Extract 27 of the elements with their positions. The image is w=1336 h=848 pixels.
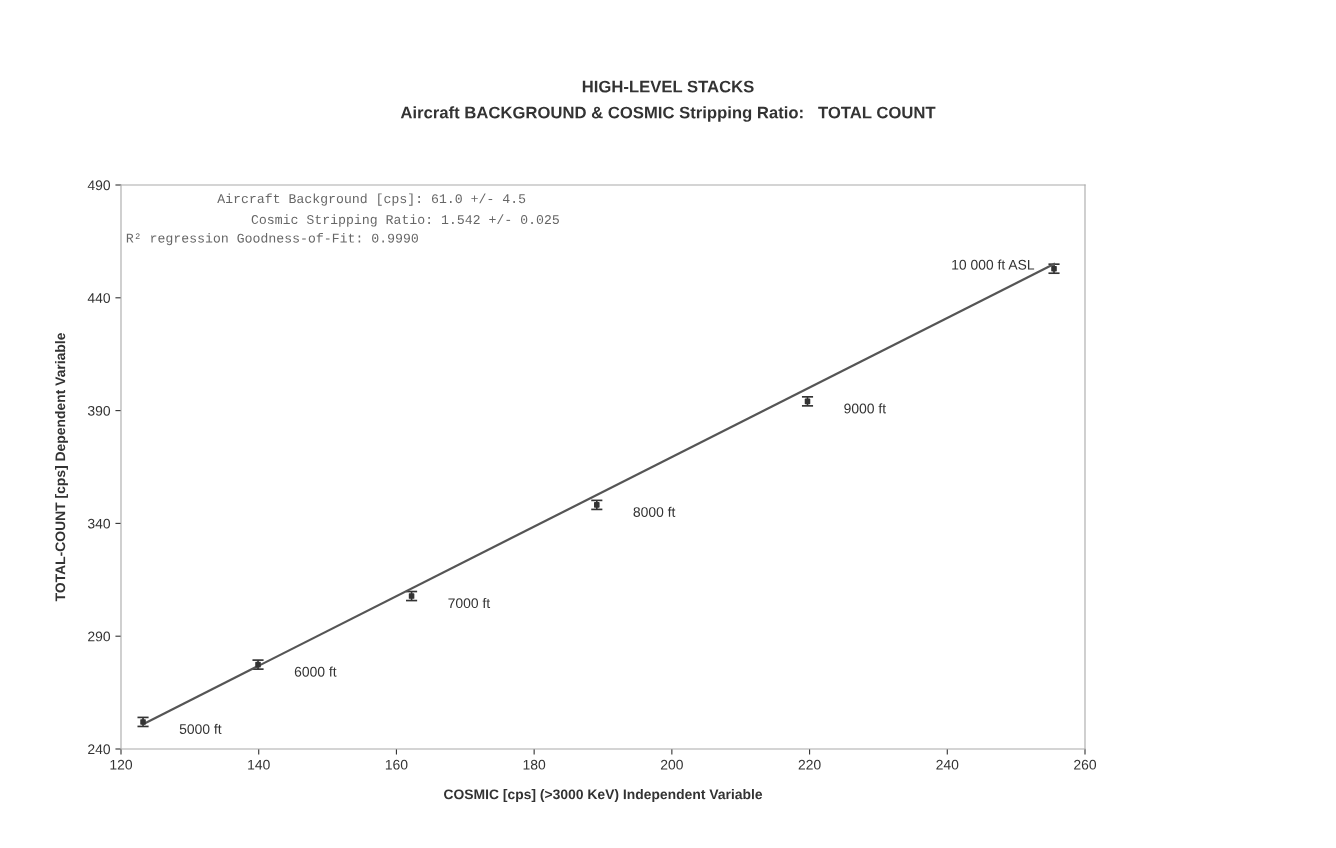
x-tick-label: 220 [798,759,821,770]
y-tick-label: 340 [87,518,111,529]
x-tick-label: 120 [110,759,133,770]
annotation: R² regression Goodness-of-Fit: 0.9990 [126,232,418,246]
x-tick-label: 240 [936,759,959,770]
annotation: 10 000 ft ASL [952,259,1035,270]
chart-subtitle: Aircraft BACKGROUND & COSMIC Stripping Ratio: TOTAL COUNT [400,106,936,122]
annotation: Cosmic Stripping Ratio: 1.542 +/- 0.025 [251,214,559,227]
annotation: 8000 ft [633,506,676,517]
y-tick-label: 390 [87,405,111,416]
x-tick-label: 260 [1074,759,1097,770]
x-axis-title: COSMIC [cps] (>3000 KeV) Independent Variable [444,789,763,802]
annotation: Aircraft Background [cps]: 61.0 +/- 4.5 [217,193,526,206]
y-axis-title: TOTAL-COUNT [cps] Dependent Variable [55,333,68,602]
annotation: 9000 ft [844,403,886,414]
y-tick-label: 490 [87,180,111,191]
annotation: 6000 ft [294,666,337,677]
annotation: 5000 ft [179,723,222,734]
y-tick-label: 440 [87,293,111,303]
x-tick-label: 160 [385,759,408,770]
annotation: 7000 ft [448,597,491,609]
x-tick-label: 180 [523,759,546,770]
y-tick-label: 240 [88,744,111,755]
y-tick-label: 290 [88,631,111,642]
x-tick-label: 140 [248,759,270,770]
x-tick-label: 200 [660,759,683,770]
chart-title: HIGH-LEVEL STACKS [582,80,754,93]
